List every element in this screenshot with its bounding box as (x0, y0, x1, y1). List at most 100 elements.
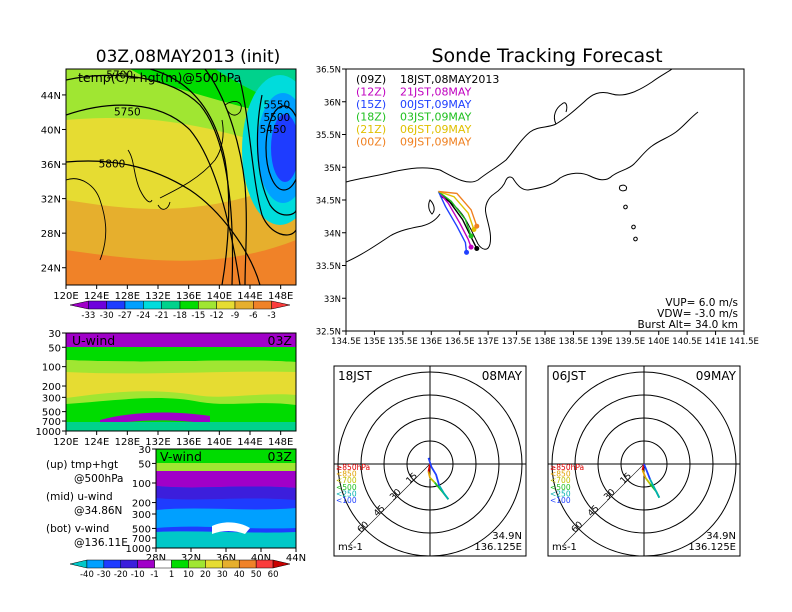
uwind-y-tick-label: 500 (42, 408, 61, 419)
hodo-trace (427, 471, 431, 479)
vwind-colorbar-label: 20 (200, 570, 211, 580)
map-y-tick-label: 35N (324, 164, 341, 174)
uwind-y-tick-label: 100 (42, 363, 61, 374)
vwind-band-indigo (156, 486, 296, 500)
vwind-band-purple (156, 471, 296, 488)
temp-x-tick-label: 132E (145, 291, 170, 302)
uwind-band-green-top (66, 347, 296, 362)
temp-x-tick-label: 136E (176, 291, 201, 302)
temp-y-tick-label: 28N (41, 229, 61, 240)
map-x-tick-label: 139.5E (615, 337, 645, 347)
vwind-y-tick-label: 500 (132, 524, 151, 535)
uwind-purple-pocket (100, 412, 210, 426)
hodo-lon: 136.125E (474, 542, 522, 553)
temp-frame (65, 68, 297, 286)
uwind-x-tick-label: 136E (176, 437, 201, 448)
vwind-colorbar-cell (137, 559, 155, 569)
note-up-1: (up) tmp+hgt (46, 459, 118, 471)
hodo-legend-item: <250 (336, 489, 357, 498)
hodo-legend-item: <850 (336, 470, 357, 479)
temp-x-tick-label: 124E (84, 291, 109, 302)
temp-x-tick-label: 148E (268, 291, 293, 302)
temp-colorbar-cell (253, 300, 272, 310)
uwind-panel-label: U-wind (72, 333, 115, 348)
hodo-trace (427, 457, 441, 486)
contour-label: 5750 (114, 107, 141, 119)
hodo-time-label: 18JST (338, 369, 372, 383)
vwind-colorbar-cell (154, 559, 172, 569)
cold-low-inner (271, 114, 296, 182)
vwind-band-top-green (156, 449, 296, 463)
hodo-date-label: 08MAY (482, 369, 523, 383)
map-y-tick-label: 33.5N (316, 262, 341, 272)
hodo-trace (438, 485, 450, 500)
map-legend-tag: (12Z) (356, 86, 386, 99)
hodo-axis-diag (349, 463, 431, 545)
contour-5600 (204, 69, 247, 285)
map-x-tick-label: 136E (420, 337, 442, 347)
island-izu-1 (619, 184, 627, 192)
track-landing-point (468, 244, 474, 250)
track-line (437, 190, 472, 237)
map-x-tick-label: 138E (534, 337, 556, 347)
hodo-legend-item: <500 (550, 483, 571, 492)
map-legend-tag: (15Z) (356, 98, 386, 111)
map-info-line: VDW= -3.0 m/s (657, 308, 738, 320)
coast-kyushu (157, 201, 171, 210)
map-y-tick-label: 35.5N (316, 131, 341, 141)
uwind-y-tick-label: 30 (48, 329, 61, 340)
uwind-surface (66, 422, 296, 431)
coast-awaji (428, 199, 435, 215)
map-x-tick-label: 136.5E (445, 337, 475, 347)
coast-korea (127, 149, 153, 203)
temp-colorbar-label: -15 (191, 311, 205, 321)
hodo-trace (643, 463, 651, 480)
note-up-2: @500hPa (74, 473, 124, 485)
vwind-white-pocket (212, 522, 250, 534)
vwind-colorbar-label: 30 (217, 570, 228, 580)
peninsula-noto (553, 102, 568, 125)
map-x-tick-label: 134.5E (331, 337, 361, 347)
contour-5750 (66, 104, 241, 285)
temp-colorbar-cell (88, 300, 107, 310)
temp-colorbar-label: -18 (173, 311, 187, 321)
map-x-tick-label: 137.5E (502, 337, 532, 347)
map-legend-label: 18JST,08MAY2013 (400, 73, 499, 86)
temp-x-tick-label: 140E (207, 291, 232, 302)
vwind-y-tick-label: 300 (132, 510, 151, 521)
temp-colorbar-cell (198, 300, 217, 310)
vwind-y-tick-label: 100 (132, 479, 151, 490)
map-legend-tag: (18Z) (356, 111, 386, 124)
contour-label: 5550 (263, 100, 290, 112)
island-izu-2 (623, 204, 628, 210)
vwind-y-tick-label: 1000 (126, 544, 151, 555)
uwind-x-tick-label: 124E (84, 437, 109, 448)
map-legend-label: 06JST,09MAY (400, 123, 472, 136)
coast-hokkaido (224, 101, 242, 116)
hodo-trace (644, 477, 651, 485)
vwind-colorbar-label: -20 (114, 570, 128, 580)
vwind-colorbar-label: 10 (183, 570, 194, 580)
coast-kii-peninsula (439, 193, 495, 250)
hodo-trace (649, 478, 661, 499)
vwind-y-tick-label: 200 (132, 499, 151, 510)
temp-overlay-label: temp(C)+hgt(m)@500hPa (78, 70, 241, 85)
map-bg (346, 69, 744, 331)
left-title: 03Z,08MAY2013 (init) (96, 47, 281, 67)
map-x-tick-label: 140E (648, 337, 670, 347)
vwind-y-tick-label: 30 (138, 445, 151, 456)
vwind-colorbar-label: -1 (150, 570, 158, 580)
map-legend-tag: (21Z) (356, 123, 386, 136)
temp-colorbar-cell (179, 300, 199, 310)
map-y-tick-label: 34N (324, 229, 341, 239)
hodo-trace (641, 469, 647, 479)
temp-y-tick-label: 32N (41, 195, 61, 206)
track-line (437, 191, 472, 248)
coast-honshu (159, 119, 224, 199)
hodo-trace (429, 477, 436, 484)
coast-china (66, 178, 107, 261)
vwind-x-tick-label: 36N (216, 553, 236, 564)
uwind-x-tick-label: 132E (145, 437, 170, 448)
